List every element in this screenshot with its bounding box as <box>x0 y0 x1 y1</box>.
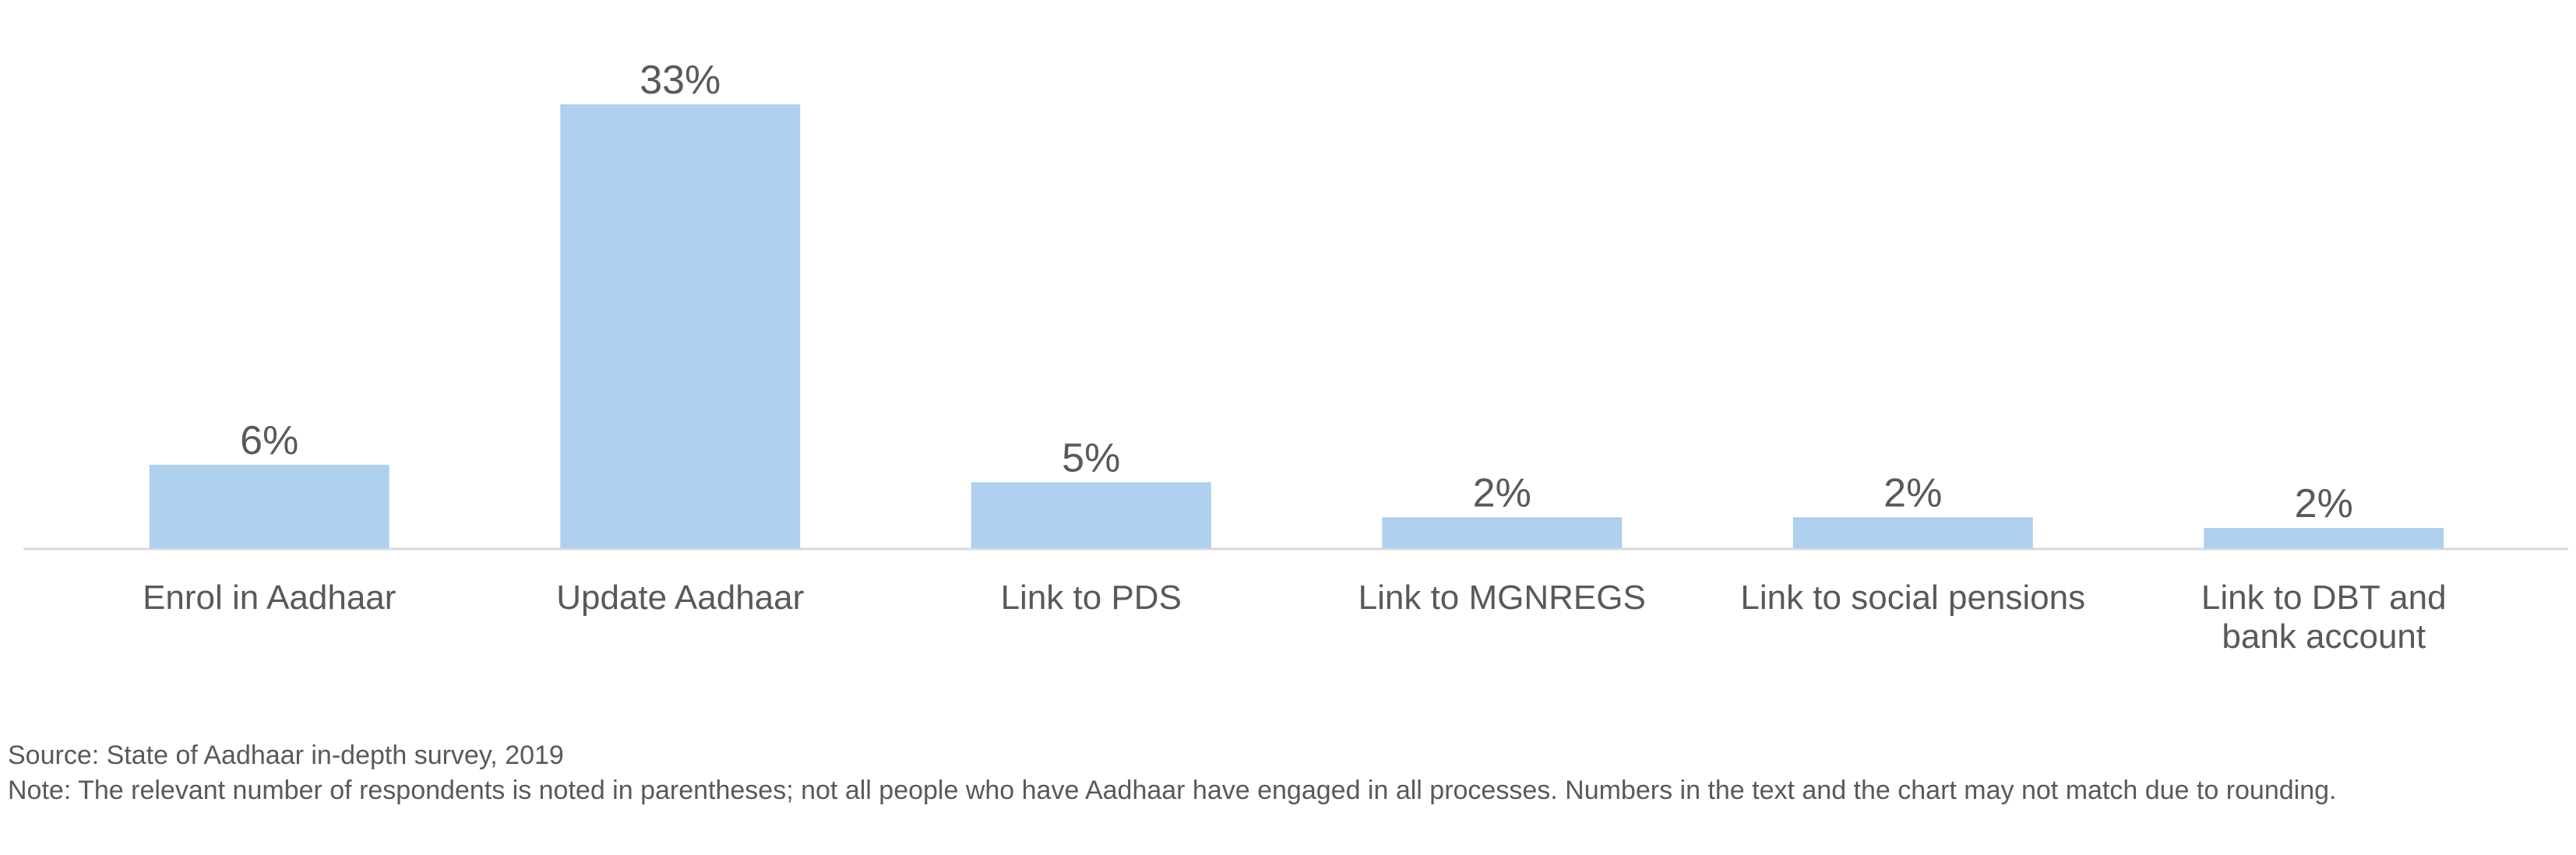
bars-group <box>149 104 2444 548</box>
bar-link-to-social-pensions <box>1792 517 2033 548</box>
chart-notes: Source: State of Aadhaar in-depth survey… <box>8 738 2500 808</box>
category-label-link-to-social-pensions: Link to social pensions <box>1740 579 2085 617</box>
footnote: Note: The relevant number of respondents… <box>8 776 2337 805</box>
value-label-link-to-social-pensions: 2% <box>1884 470 1942 515</box>
value-labels-group: 6% 33% 5% 2% 2% 2% <box>240 58 2353 526</box>
category-label-enrol-in-aadhaar: Enrol in Aadhaar <box>143 579 396 617</box>
category-label-link-to-dbt-and-bank-account: Link to DBT and bank account <box>2201 579 2447 656</box>
bar-chart: 6% 33% 5% 2% 2% 2% Enrol in Aadhaar Update Aad… <box>23 58 2568 656</box>
category-label-update-aadhaar: Update Aadhaar <box>556 579 804 617</box>
value-label-link-to-pds: 5% <box>1062 435 1120 480</box>
bar-update-aadhaar <box>560 104 801 548</box>
value-label-link-to-mgnregs: 2% <box>1473 470 1531 515</box>
value-label-update-aadhaar: 33% <box>640 58 721 103</box>
category-labels-group: Enrol in Aadhaar Update Aadhaar Link to PD… <box>143 579 2447 656</box>
source-note: Source: State of Aadhaar in-depth survey… <box>8 741 564 770</box>
chart-area: 6% 33% 5% 2% 2% 2% Enrol in Aadhaar Update Aad… <box>23 58 2568 656</box>
value-label-link-to-dbt-and-bank-account: 2% <box>2295 481 2353 526</box>
bar-enrol-in-aadhaar <box>149 464 389 548</box>
bar-link-to-mgnregs <box>1382 517 1623 548</box>
category-label-link-to-mgnregs: Link to MGNREGS <box>1358 579 1646 617</box>
bar-link-to-pds <box>971 482 1211 548</box>
bar-link-to-dbt-and-bank-account <box>2204 528 2444 548</box>
category-label-link-to-pds: Link to PDS <box>1001 579 1182 617</box>
value-label-enrol-in-aadhaar: 6% <box>240 418 298 463</box>
